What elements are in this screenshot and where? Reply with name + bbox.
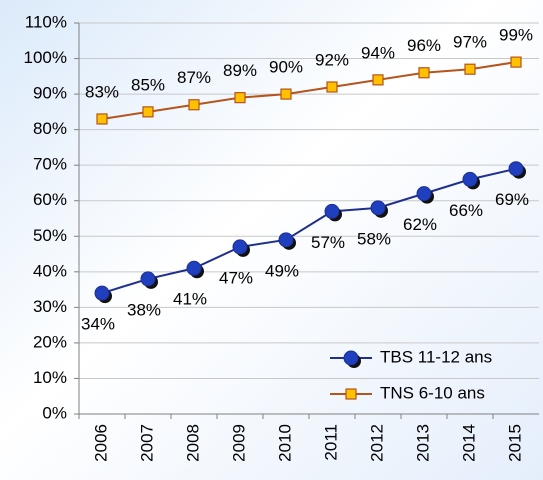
data-label: 96% xyxy=(407,36,441,55)
x-tick-label: 2013 xyxy=(413,424,432,462)
data-label: 57% xyxy=(311,233,345,252)
x-tick-label: 2009 xyxy=(229,424,248,462)
y-tick-label: 90% xyxy=(33,84,67,103)
data-point xyxy=(188,99,200,111)
data-point xyxy=(416,186,432,202)
data-point xyxy=(370,200,386,216)
data-point xyxy=(508,161,524,177)
data-label: 41% xyxy=(173,290,207,309)
data-point xyxy=(140,271,156,287)
data-label: 99% xyxy=(499,26,533,45)
data-label: 85% xyxy=(131,75,165,94)
y-tick-label: 20% xyxy=(33,332,67,351)
data-label: 38% xyxy=(127,300,161,319)
x-tick-label: 2010 xyxy=(275,424,294,462)
data-point xyxy=(186,260,202,276)
x-tick-label: 2012 xyxy=(367,424,386,462)
data-point xyxy=(278,232,294,248)
x-tick-label: 2014 xyxy=(459,424,478,462)
y-tick-label: 40% xyxy=(33,261,67,280)
y-tick-label: 110% xyxy=(25,12,67,31)
data-point xyxy=(142,106,154,118)
data-label: 92% xyxy=(315,50,349,69)
data-point xyxy=(234,92,246,104)
data-label: 58% xyxy=(357,229,391,248)
x-tick-label: 2015 xyxy=(505,424,524,462)
x-tick-label: 2011 xyxy=(321,424,340,461)
y-tick-label: 60% xyxy=(33,190,67,209)
data-label: 97% xyxy=(453,33,487,52)
x-tick-label: 2008 xyxy=(183,424,202,462)
data-label: 83% xyxy=(85,82,119,101)
data-point xyxy=(510,56,522,68)
legend-marker xyxy=(343,350,359,366)
data-label: 94% xyxy=(361,43,395,62)
data-label: 49% xyxy=(265,261,299,280)
legend-label: TBS 11-12 ans xyxy=(380,347,492,366)
x-tick-label: 2007 xyxy=(137,424,156,462)
y-tick-label: 30% xyxy=(33,297,67,316)
y-tick-label: 100% xyxy=(24,48,67,67)
data-point xyxy=(462,171,478,187)
data-point xyxy=(280,88,292,100)
series-line xyxy=(101,167,517,295)
data-point xyxy=(232,239,248,255)
legend-label: TNS 6-10 ans xyxy=(380,383,485,402)
data-label: 47% xyxy=(219,268,253,287)
data-point xyxy=(96,113,108,125)
y-tick-label: 0% xyxy=(42,403,67,422)
data-point xyxy=(372,74,384,86)
data-point xyxy=(418,67,430,79)
data-point xyxy=(464,63,476,75)
data-label: 90% xyxy=(269,58,303,77)
legend-marker xyxy=(345,388,357,400)
data-point xyxy=(326,81,338,93)
y-tick-label: 10% xyxy=(33,368,67,387)
y-tick-label: 50% xyxy=(33,226,67,245)
y-tick-label: 80% xyxy=(33,119,67,138)
data-label: 62% xyxy=(403,215,437,234)
data-label: 34% xyxy=(81,315,115,334)
data-point xyxy=(94,285,110,301)
series-line xyxy=(101,61,517,120)
data-label: 66% xyxy=(449,201,483,220)
data-label: 69% xyxy=(495,190,529,209)
data-label: 87% xyxy=(177,68,211,87)
data-label: 89% xyxy=(223,61,257,80)
x-tick-label: 2006 xyxy=(91,424,110,462)
y-tick-label: 70% xyxy=(33,155,67,174)
data-point xyxy=(324,203,340,219)
